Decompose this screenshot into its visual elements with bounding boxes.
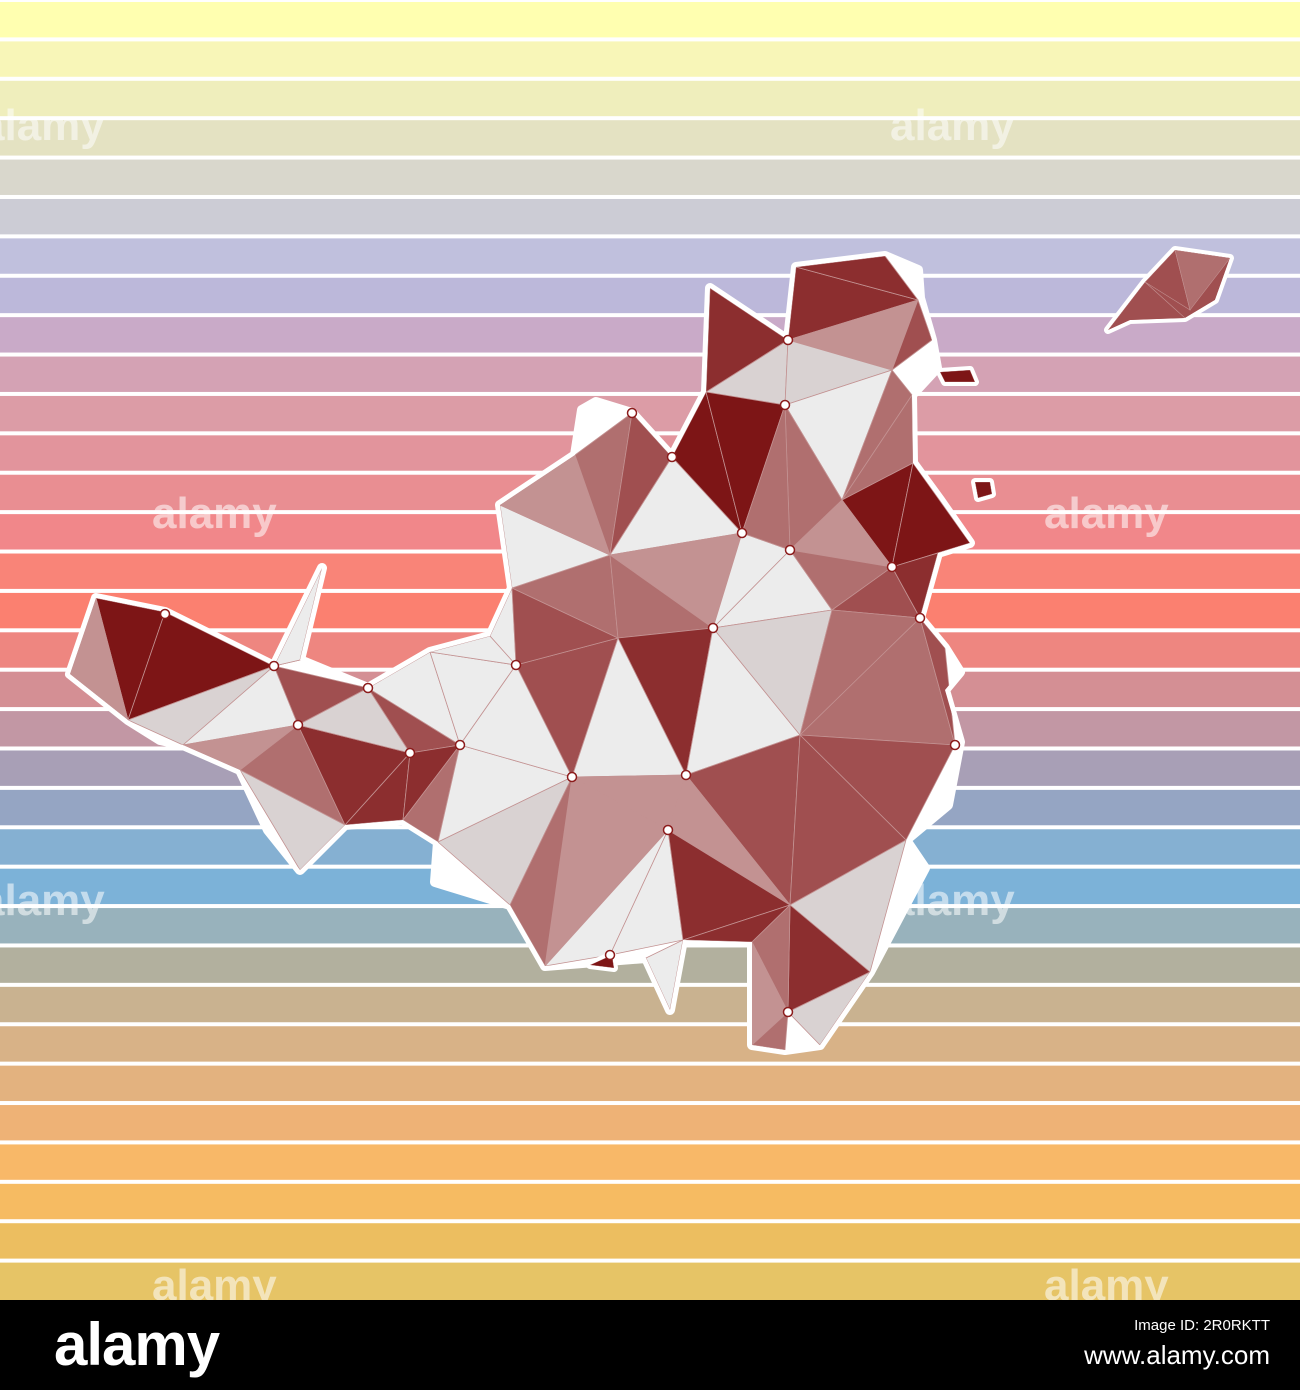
stripe-divider (0, 1258, 1300, 1263)
islet (1108, 250, 1230, 330)
stripe (0, 984, 1300, 1025)
mesh-triangle (891, 299, 933, 371)
mesh-node (782, 1006, 794, 1018)
mesh-triangle (1174, 250, 1230, 311)
stripe-divider (0, 194, 1300, 199)
stripe-divider (0, 391, 1300, 396)
mesh-node (680, 769, 692, 781)
watermark-text: alamy (890, 101, 1015, 150)
stripe-divider (0, 116, 1300, 121)
stripe (0, 315, 1300, 356)
mesh-node (662, 824, 674, 836)
stripe (0, 1221, 1300, 1262)
stripe-divider (0, 1219, 1300, 1224)
stripe (0, 1103, 1300, 1143)
mesh-triangle (645, 939, 684, 1011)
islet (940, 370, 975, 382)
stripe-divider (0, 155, 1300, 160)
watermark-text: alamy (152, 1261, 277, 1300)
stripe (0, 39, 1300, 80)
stripe (0, 78, 1300, 119)
stock-footer: alamy Image ID: 2R0RKTT www.alamy.com (0, 1300, 1300, 1390)
watermark-text: alamy (1044, 1261, 1169, 1300)
mesh-node (159, 608, 171, 620)
stripe (0, 275, 1300, 316)
map-artwork: alamy alamy alamy alamy alamy alamy alam… (0, 0, 1300, 1300)
stripe-divider (0, 1022, 1300, 1027)
mesh-triangle (705, 287, 789, 393)
mesh-node (292, 719, 304, 731)
mesh-node (404, 747, 416, 759)
mesh-triangle (741, 404, 791, 551)
stripe-divider (0, 352, 1300, 357)
mesh-triangle (751, 1011, 789, 1050)
stripe (0, 1063, 1300, 1104)
stripe (0, 0, 1300, 40)
stripe-divider (0, 982, 1300, 987)
mesh-node (510, 659, 522, 671)
watermark-text: alamy (152, 489, 277, 538)
mesh-node (362, 682, 374, 694)
stock-logo: alamy (54, 1311, 220, 1378)
watermark-text: alamy (0, 876, 105, 925)
mesh-node (779, 399, 791, 411)
stripe (0, 1260, 1300, 1300)
stripe-divider (0, 1140, 1300, 1145)
watermark-text: alamy (1044, 489, 1169, 538)
stripe-divider (0, 313, 1300, 318)
mesh-triangle (239, 769, 346, 871)
mesh-triangle (975, 482, 992, 498)
stripe (0, 157, 1300, 198)
image-id-label: Image ID: 2R0RKTT (1134, 1317, 1270, 1334)
islet (975, 482, 992, 498)
mesh-node (784, 544, 796, 556)
stripe (0, 1024, 1300, 1065)
stripe-divider (0, 234, 1300, 239)
stripe-divider (0, 0, 1300, 2)
stripe (0, 354, 1300, 395)
stock-site-url: www.alamy.com (1084, 1340, 1270, 1370)
mesh-triangle (940, 370, 975, 382)
triangle-mesh (70, 256, 970, 1050)
mesh-triangle (509, 776, 573, 967)
mesh-node (707, 622, 719, 634)
stripe (0, 1181, 1300, 1222)
stripe-divider (0, 1061, 1300, 1066)
mesh-node (666, 451, 678, 463)
mesh-node (454, 739, 466, 751)
mesh-node (604, 949, 616, 961)
mesh-node (736, 527, 748, 539)
stripe (0, 118, 1300, 159)
mesh-node (914, 612, 926, 624)
stripe-divider (0, 1101, 1300, 1106)
stripe-divider (0, 37, 1300, 42)
mesh-node (782, 334, 794, 346)
stripe-divider (0, 1179, 1300, 1184)
mesh-node (626, 407, 638, 419)
stripe (0, 236, 1300, 277)
mesh-node (949, 739, 961, 751)
mesh-triangle (795, 256, 919, 301)
stripe (0, 196, 1300, 237)
mesh-triangle (787, 971, 871, 1046)
stripe (0, 1142, 1300, 1183)
mesh-triangle (273, 567, 323, 667)
mesh-triangle (70, 597, 129, 721)
mesh-triangle (891, 552, 939, 619)
island-map (65, 246, 1234, 1055)
stripe-divider (0, 76, 1300, 81)
stripe-divider (0, 273, 1300, 278)
watermark-text: alamy (0, 101, 105, 150)
mesh-node (886, 561, 898, 573)
mesh-node (566, 771, 578, 783)
mesh-node (268, 660, 280, 672)
